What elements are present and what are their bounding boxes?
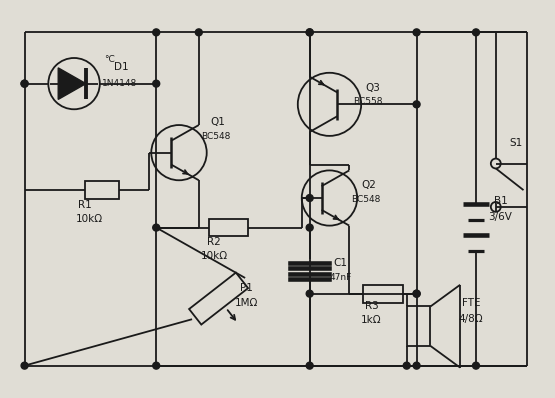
- Circle shape: [413, 101, 420, 108]
- Circle shape: [472, 29, 480, 36]
- Text: R1: R1: [78, 200, 92, 210]
- Circle shape: [153, 362, 160, 369]
- Text: 1kΩ: 1kΩ: [361, 315, 382, 325]
- Circle shape: [413, 362, 420, 369]
- Circle shape: [403, 362, 410, 369]
- Text: FTE: FTE: [462, 298, 481, 308]
- Circle shape: [306, 29, 313, 36]
- FancyBboxPatch shape: [407, 306, 431, 346]
- Circle shape: [21, 80, 28, 87]
- Text: P1: P1: [240, 283, 253, 293]
- Text: D1: D1: [114, 62, 128, 72]
- Text: Q2: Q2: [361, 180, 376, 190]
- Text: R3: R3: [365, 301, 379, 312]
- Text: °C: °C: [104, 55, 114, 64]
- Circle shape: [306, 224, 313, 231]
- Circle shape: [153, 29, 160, 36]
- Text: 10kΩ: 10kΩ: [76, 214, 103, 224]
- FancyBboxPatch shape: [189, 273, 248, 325]
- Circle shape: [195, 29, 202, 36]
- Circle shape: [306, 195, 313, 201]
- Polygon shape: [58, 68, 86, 100]
- Text: R2: R2: [206, 237, 220, 247]
- Text: 1N4148: 1N4148: [102, 79, 137, 88]
- FancyBboxPatch shape: [363, 285, 403, 302]
- Circle shape: [153, 80, 160, 87]
- Text: B1: B1: [494, 196, 508, 206]
- Text: C1: C1: [334, 258, 347, 268]
- Circle shape: [306, 290, 313, 297]
- Circle shape: [306, 362, 313, 369]
- Text: Q1: Q1: [211, 117, 225, 127]
- Circle shape: [413, 29, 420, 36]
- Text: 10kΩ: 10kΩ: [201, 251, 228, 261]
- Circle shape: [413, 290, 420, 297]
- Circle shape: [21, 80, 28, 87]
- Text: 47nF: 47nF: [330, 273, 352, 282]
- Text: BC548: BC548: [351, 195, 381, 204]
- Circle shape: [306, 29, 313, 36]
- FancyBboxPatch shape: [209, 219, 248, 236]
- Text: 3/6V: 3/6V: [488, 212, 512, 222]
- Text: 4/8Ω: 4/8Ω: [458, 314, 483, 324]
- Text: S1: S1: [509, 138, 523, 148]
- Circle shape: [153, 224, 160, 231]
- Circle shape: [21, 362, 28, 369]
- FancyBboxPatch shape: [85, 181, 119, 199]
- Circle shape: [413, 290, 420, 297]
- Text: BC548: BC548: [201, 132, 230, 141]
- Text: 1MΩ: 1MΩ: [234, 298, 258, 308]
- Text: BC558: BC558: [353, 98, 383, 106]
- Text: Q3: Q3: [365, 82, 380, 93]
- Circle shape: [472, 362, 480, 369]
